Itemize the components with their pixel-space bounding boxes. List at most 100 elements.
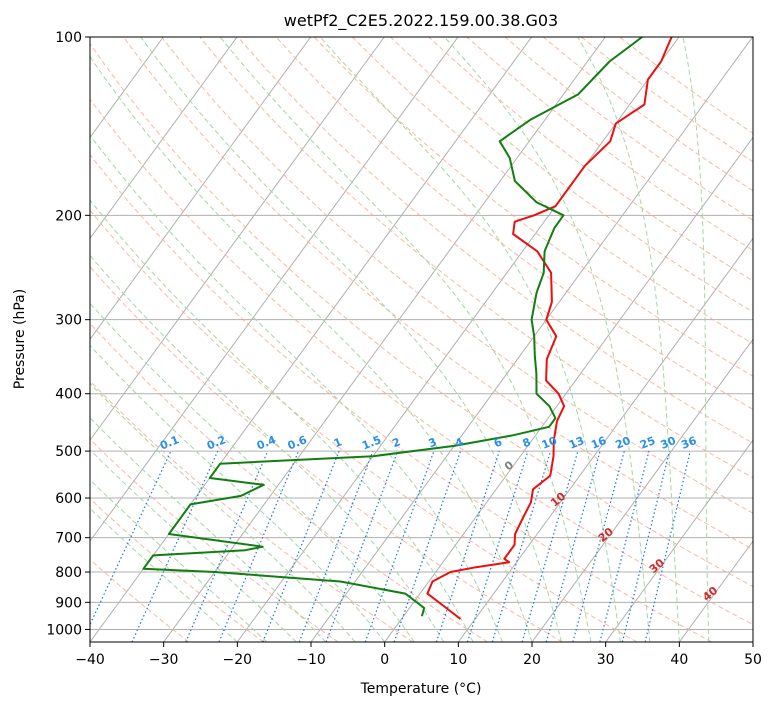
isotherm-line — [752, 641, 753, 642]
isotherm-line — [163, 37, 606, 642]
y-tick-label: 900 — [55, 595, 82, 611]
isotherm-line — [90, 37, 238, 240]
dry-adiabat — [90, 558, 190, 642]
mixing-ratio-line — [131, 450, 219, 642]
mixing-ratio-line — [521, 450, 579, 642]
mixing-ratio-label: 36 — [679, 434, 698, 452]
x-tick-label: −20 — [223, 652, 253, 668]
dry-adiabat — [275, 37, 753, 411]
isotherm-line — [310, 37, 753, 642]
temperature-profile — [426, 37, 673, 620]
mixing-ratio-label: 10 — [540, 434, 559, 452]
mixing-ratio-label: 13 — [567, 434, 586, 452]
mixing-ratio-line — [572, 450, 625, 642]
x-tick-label: −40 — [75, 652, 105, 668]
isotherm-line — [90, 37, 385, 442]
mixing-ratio-label: 0.2 — [205, 433, 228, 452]
x-tick-label: −10 — [296, 652, 326, 668]
dry-adiabat — [90, 438, 339, 642]
moist-adiabat — [319, 37, 621, 642]
y-tick-label: 700 — [55, 531, 82, 547]
moist-adiabat — [219, 37, 592, 642]
y-tick-label: 100 — [55, 30, 82, 46]
isotherm-line — [90, 37, 312, 341]
dry-adiabat — [428, 37, 753, 282]
mixing-ratio-line — [599, 450, 650, 642]
moist-adiabat-label: 40 — [700, 584, 720, 604]
isotherm-line — [236, 37, 680, 642]
dry-adiabat — [161, 37, 753, 514]
isotherm-line — [457, 237, 753, 642]
mixing-ratio-line — [218, 450, 300, 642]
moist-adiabat — [90, 417, 327, 642]
moist-adiabat — [682, 37, 710, 642]
plot-background-lines — [90, 37, 753, 642]
moist-adiabat — [90, 344, 386, 642]
mixing-ratio-label: 20 — [613, 434, 632, 452]
moist-adiabat-label: 30 — [647, 556, 667, 576]
mixing-ratio-line — [364, 450, 435, 642]
mixing-ratio-label: 16 — [589, 434, 608, 452]
x-tick-label: 30 — [597, 652, 615, 668]
mixing-ratio-label: 25 — [638, 434, 657, 452]
moist-adiabat — [90, 199, 474, 642]
x-tick-label: 10 — [449, 652, 467, 668]
dry-adiabat — [313, 37, 753, 377]
dry-adiabat — [90, 265, 563, 642]
mixing-ratio-line — [262, 450, 340, 642]
dry-adiabat — [504, 37, 753, 221]
mixing-ratio-line — [545, 450, 601, 642]
mixing-ratio-label: 3 — [427, 435, 439, 450]
moist-adiabat — [140, 37, 562, 642]
moist-adiabat-label: 0 — [502, 458, 516, 473]
mixing-ratio-line — [621, 450, 671, 642]
dry-adiabat — [619, 37, 753, 134]
mixing-ratio-label: 0.1 — [158, 433, 181, 452]
y-tick-label: 500 — [55, 444, 82, 460]
isotherm-line — [90, 37, 459, 542]
mixing-ratio-label: 30 — [659, 434, 678, 452]
moist-adiabat — [90, 507, 238, 642]
dry-adiabat — [90, 209, 638, 642]
y-tick-label: 400 — [55, 387, 82, 403]
y-tick-label: 300 — [55, 313, 82, 329]
mixing-ratio-label: 2 — [390, 435, 402, 450]
dry-adiabat — [352, 37, 753, 345]
dry-adiabat-label: -10 — [69, 418, 92, 441]
y-tick-label: 1000 — [46, 622, 82, 638]
mixing-ratio-label: 0.4 — [255, 433, 278, 452]
plot-frame — [89, 36, 754, 643]
moist-adiabat — [90, 449, 297, 642]
mixing-ratio-label: 8 — [521, 435, 533, 450]
isotherm-line — [605, 439, 753, 642]
mixing-ratio-label: 1.5 — [360, 433, 383, 452]
dry-adiabat — [90, 153, 712, 642]
isotherm-line — [678, 540, 753, 642]
mixing-ratio-label: 1 — [332, 435, 344, 450]
y-tick-label: 600 — [55, 491, 82, 507]
x-tick-label: 40 — [670, 652, 688, 668]
dry-adiabat — [90, 98, 753, 626]
moist-adiabat — [90, 55, 533, 642]
mixing-ratio-line — [491, 450, 552, 642]
dewpoint-profile — [142, 37, 643, 617]
x-tick-label: −30 — [149, 652, 179, 668]
mixing-ratio-line — [393, 450, 462, 642]
isotherm-line — [90, 37, 533, 642]
x-axis-title: Temperature (°C) — [360, 681, 482, 697]
moist-adiabat — [444, 37, 651, 642]
x-tick-label: 50 — [744, 652, 762, 668]
isotherm-line — [531, 338, 753, 642]
y-tick-label: 200 — [55, 208, 82, 224]
mixing-ratio-line — [644, 450, 691, 642]
dry-adiabat — [90, 42, 753, 588]
y-axis: 100 200 300 400 500 600 700 800 900 1000 — [46, 30, 90, 638]
isotherm-line — [384, 136, 753, 642]
moist-adiabat-label: 10 — [548, 489, 568, 509]
mixing-ratio-line — [466, 450, 529, 642]
x-axis: −40 −30 −20 −10 0 10 20 30 40 50 — [75, 642, 762, 668]
dry-adiabat — [199, 37, 753, 479]
mixing-ratio-line — [90, 450, 172, 626]
dry-adiabat — [542, 37, 753, 192]
